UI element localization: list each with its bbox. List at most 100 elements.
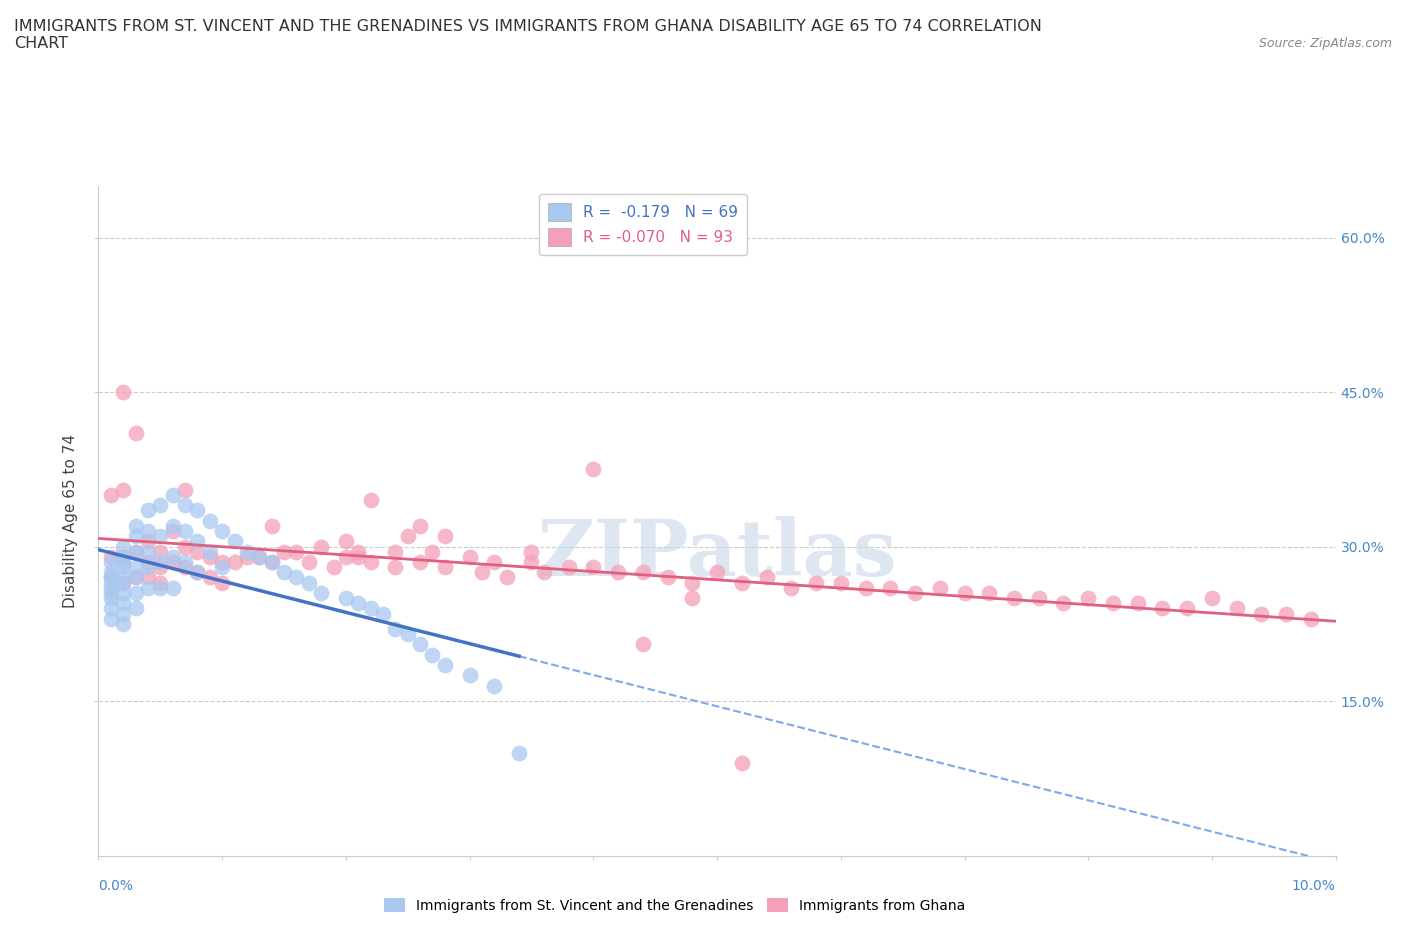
Point [1028, 591, 1050, 605]
Point [112, 385, 135, 400]
Point [260, 554, 283, 569]
Point [1126, 596, 1149, 611]
Point [582, 462, 605, 477]
Y-axis label: Disability Age 65 to 74: Disability Age 65 to 74 [63, 433, 79, 608]
Point [433, 658, 456, 672]
Point [100, 487, 122, 502]
Point [100, 586, 122, 601]
Point [360, 601, 382, 616]
Point [520, 554, 543, 569]
Point [162, 554, 184, 569]
Point [162, 487, 184, 502]
Point [124, 570, 146, 585]
Point [211, 560, 233, 575]
Point [112, 483, 135, 498]
Point [322, 560, 344, 575]
Point [198, 570, 221, 585]
Point [211, 575, 233, 590]
Point [186, 544, 208, 559]
Point [706, 565, 728, 579]
Text: 10.0%: 10.0% [1292, 879, 1336, 893]
Point [273, 544, 295, 559]
Point [149, 580, 172, 595]
Point [1250, 606, 1272, 621]
Point [149, 575, 172, 590]
Point [174, 498, 197, 512]
Point [136, 503, 159, 518]
Point [186, 534, 208, 549]
Point [309, 586, 332, 601]
Point [162, 524, 184, 538]
Point [409, 637, 432, 652]
Point [112, 575, 135, 590]
Legend: R =  -0.179   N = 69, R = -0.070   N = 93: R = -0.179 N = 69, R = -0.070 N = 93 [538, 193, 747, 256]
Point [335, 591, 357, 605]
Text: 0.0%: 0.0% [98, 879, 134, 893]
Point [236, 550, 259, 565]
Point [1052, 596, 1074, 611]
Point [186, 565, 208, 579]
Point [112, 570, 135, 585]
Point [1275, 606, 1298, 621]
Point [211, 524, 233, 538]
Point [657, 570, 679, 585]
Point [520, 544, 543, 559]
Point [124, 544, 146, 559]
Point [149, 560, 172, 575]
Point [136, 534, 159, 549]
Point [1201, 591, 1223, 605]
Point [495, 570, 517, 585]
Point [211, 554, 233, 569]
Point [384, 544, 406, 559]
Point [136, 580, 159, 595]
Point [347, 544, 370, 559]
Point [347, 596, 370, 611]
Point [112, 539, 135, 554]
Point [360, 493, 382, 508]
Point [508, 745, 530, 760]
Point [484, 554, 506, 569]
Point [396, 627, 419, 642]
Point [174, 524, 197, 538]
Point [100, 611, 122, 626]
Point [136, 544, 159, 559]
Point [136, 524, 159, 538]
Point [631, 565, 654, 579]
Point [484, 678, 506, 693]
Point [100, 580, 122, 595]
Point [124, 570, 146, 585]
Point [149, 544, 172, 559]
Point [335, 550, 357, 565]
Legend: Immigrants from St. Vincent and the Grenadines, Immigrants from Ghana: Immigrants from St. Vincent and the Gren… [378, 893, 972, 919]
Point [830, 575, 852, 590]
Point [100, 570, 122, 585]
Point [1077, 591, 1099, 605]
Point [100, 565, 122, 579]
Point [298, 554, 321, 569]
Point [607, 565, 630, 579]
Point [285, 570, 308, 585]
Point [124, 560, 146, 575]
Point [247, 550, 270, 565]
Point [953, 586, 976, 601]
Point [124, 519, 146, 534]
Point [731, 755, 754, 770]
Point [879, 580, 901, 595]
Point [533, 565, 555, 579]
Point [174, 483, 197, 498]
Point [1299, 611, 1322, 626]
Point [112, 586, 135, 601]
Point [780, 580, 803, 595]
Point [1226, 601, 1249, 616]
Point [335, 534, 357, 549]
Point [928, 580, 950, 595]
Point [371, 606, 394, 621]
Point [112, 606, 135, 621]
Point [979, 586, 1001, 601]
Point [174, 554, 197, 569]
Point [174, 560, 197, 575]
Point [409, 554, 432, 569]
Point [471, 565, 494, 579]
Point [260, 519, 283, 534]
Point [112, 560, 135, 575]
